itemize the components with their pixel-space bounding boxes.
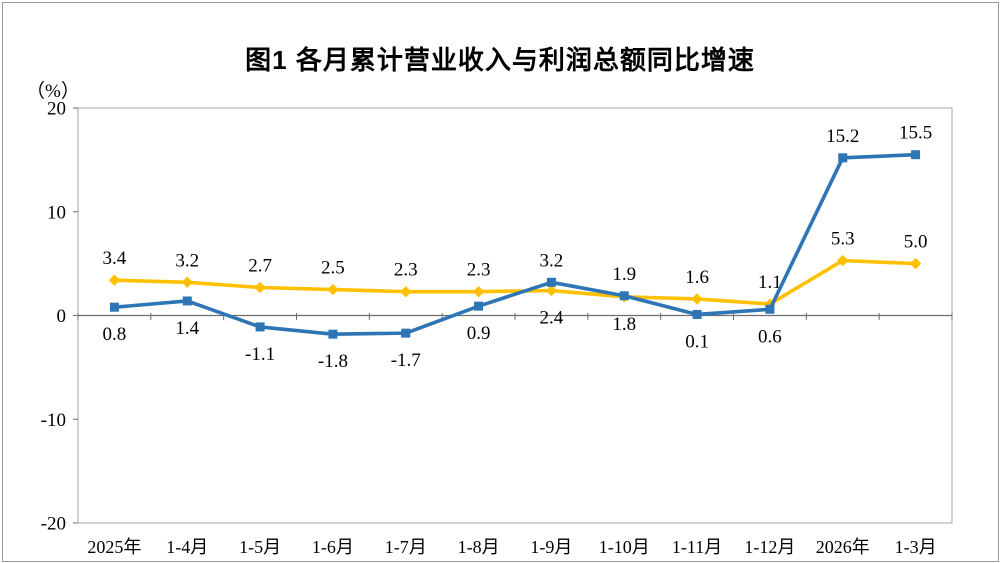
y-tick-label: -10 — [41, 410, 66, 431]
data-label-blue-series: -1.1 — [245, 344, 275, 365]
data-label-blue-series: 0.8 — [103, 324, 127, 345]
data-label-blue-series: 3.2 — [540, 250, 564, 271]
x-tick-label: 1-4月 — [166, 537, 208, 557]
data-label-yellow-series: 2.4 — [540, 308, 564, 329]
marker-yellow-series — [254, 281, 266, 294]
data-label-yellow-series: 1.6 — [685, 267, 709, 288]
data-label-yellow-series: 2.3 — [394, 260, 418, 281]
data-label-yellow-series: 1.8 — [612, 314, 636, 335]
data-label-blue-series: 1.9 — [612, 264, 636, 285]
series-line-yellow-series — [112, 258, 918, 306]
data-label-yellow-series: 2.5 — [321, 258, 345, 279]
x-tick-label: 2026年 — [816, 537, 870, 557]
marker-blue-series — [401, 328, 411, 338]
data-label-yellow-series: 2.3 — [467, 260, 491, 281]
x-tick-label: 1-3月 — [895, 537, 937, 557]
marker-blue-series — [692, 309, 702, 319]
marker-blue-series — [838, 153, 848, 163]
marker-yellow-series — [837, 254, 849, 267]
data-label-yellow-series: 5.0 — [904, 232, 928, 253]
x-tick-label: 2025年 — [87, 537, 141, 557]
marker-blue-series — [474, 301, 484, 311]
marker-yellow-series — [108, 274, 121, 286]
x-tick-label: 1-6月 — [312, 537, 354, 557]
x-tick-label: 1-10月 — [599, 537, 650, 557]
marker-blue-series — [911, 150, 921, 160]
data-label-blue-series: 0.6 — [758, 326, 782, 347]
chart-title: 图1 各月累计营业收入与利润总额同比增速 — [245, 45, 755, 75]
x-tick-label: 1-12月 — [744, 537, 795, 557]
series-line-blue-series — [112, 152, 918, 336]
marker-yellow-series — [181, 276, 193, 288]
data-label-blue-series: -1.8 — [318, 351, 348, 372]
marker-blue-series — [109, 302, 119, 312]
marker-blue-series — [182, 296, 192, 306]
data-label-yellow-series: 3.4 — [103, 248, 127, 269]
x-tick-label: 1-11月 — [672, 537, 722, 557]
marker-blue-series — [765, 304, 775, 314]
y-tick-label: 0 — [57, 306, 67, 327]
data-label-yellow-series: 2.7 — [248, 255, 272, 276]
marker-blue-series — [546, 277, 556, 287]
marker-yellow-series — [472, 285, 485, 298]
x-tick-label: 1-5月 — [239, 537, 281, 557]
x-tick-label: 1-9月 — [530, 537, 572, 557]
y-tick-label: 10 — [47, 202, 66, 223]
y-tick-label: 20 — [47, 99, 66, 120]
marker-yellow-series — [691, 293, 703, 305]
marker-yellow-series — [545, 284, 558, 297]
data-label-blue-series: 0.9 — [467, 323, 491, 344]
marker-blue-series — [255, 322, 265, 332]
marker-yellow-series — [327, 283, 339, 296]
data-label-yellow-series: 5.3 — [831, 229, 855, 250]
x-tick-label: 1-7月 — [385, 537, 427, 557]
y-axis-unit-label: （%） — [26, 81, 80, 102]
y-tick-label: -20 — [41, 514, 66, 535]
data-label-yellow-series: 1.1 — [758, 272, 782, 293]
marker-blue-series — [328, 329, 338, 339]
data-label-blue-series: -1.7 — [391, 350, 421, 371]
data-label-yellow-series: 3.2 — [175, 250, 199, 271]
data-label-blue-series: 15.5 — [899, 123, 932, 144]
data-label-blue-series: 15.2 — [826, 126, 859, 147]
marker-yellow-series — [909, 257, 922, 270]
data-label-blue-series: 0.1 — [685, 331, 709, 352]
marker-yellow-series — [400, 285, 412, 298]
marker-blue-series — [619, 291, 629, 301]
data-label-blue-series: 1.4 — [175, 318, 199, 339]
x-tick-label: 1-8月 — [458, 537, 500, 557]
